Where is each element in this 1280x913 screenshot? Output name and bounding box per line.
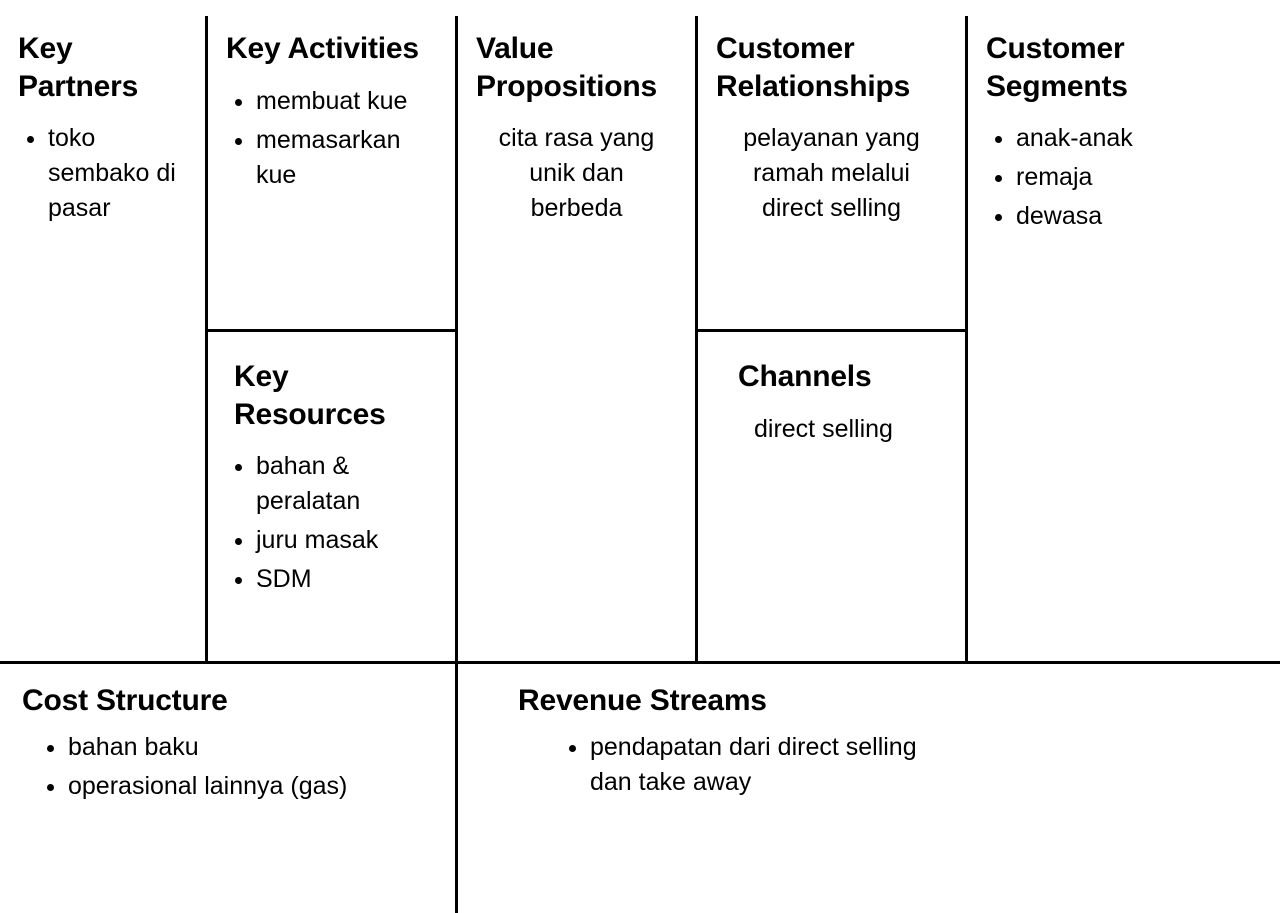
list-item: anak-anak	[1016, 121, 1262, 156]
list-item: memasarkan kue	[256, 123, 437, 193]
text-customer-relationships: pelayanan yang ramah melalui direct sell…	[716, 121, 947, 226]
list-item: remaja	[1016, 160, 1262, 195]
block-channels: Channels direct selling	[698, 332, 968, 664]
list-item: juru masak	[256, 523, 437, 558]
heading-key-resources: Key Resources	[226, 358, 437, 433]
block-cost-structure: Cost Structure bahan baku operasional la…	[0, 664, 458, 913]
heading-key-partners: Key Partners	[18, 30, 187, 105]
list-item: bahan & peralatan	[256, 449, 437, 519]
block-customer-relationships: Customer Relationships pelayanan yang ra…	[698, 16, 968, 332]
heading-key-activities: Key Activities	[226, 30, 437, 68]
list-customer-segments: anak-anak remaja dewasa	[986, 121, 1262, 234]
bmc-grid: Key Partners toko sembako di pasar Key A…	[0, 16, 1280, 913]
list-key-partners: toko sembako di pasar	[18, 121, 187, 226]
list-key-resources: bahan & peralatan juru masak SDM	[226, 449, 437, 597]
heading-value-propositions: Value Propositions	[476, 30, 677, 105]
business-model-canvas: Key Partners toko sembako di pasar Key A…	[0, 0, 1280, 913]
block-value-propositions: Value Propositions cita rasa yang unik d…	[458, 16, 698, 664]
block-key-partners: Key Partners toko sembako di pasar	[0, 16, 208, 664]
heading-channels: Channels	[716, 358, 947, 396]
heading-cost-structure: Cost Structure	[22, 682, 437, 720]
block-key-activities: Key Activities membuat kue memasarkan ku…	[208, 16, 458, 332]
block-key-resources: Key Resources bahan & peralatan juru mas…	[208, 332, 458, 664]
list-item: bahan baku	[68, 730, 437, 765]
heading-revenue-streams: Revenue Streams	[518, 682, 1262, 720]
heading-customer-segments: Customer Segments	[986, 30, 1262, 105]
list-item: SDM	[256, 562, 437, 597]
list-item: operasional lainnya (gas)	[68, 769, 437, 804]
list-item: membuat kue	[256, 84, 437, 119]
list-key-activities: membuat kue memasarkan kue	[226, 84, 437, 193]
block-customer-segments: Customer Segments anak-anak remaja dewas…	[968, 16, 1280, 664]
list-item: pendapatan dari direct selling dan take …	[590, 730, 948, 800]
text-channels: direct selling	[716, 412, 947, 447]
text-value-propositions: cita rasa yang unik dan berbeda	[476, 121, 677, 226]
list-item: dewasa	[1016, 199, 1262, 234]
list-item: toko sembako di pasar	[48, 121, 187, 226]
list-revenue-streams: pendapatan dari direct selling dan take …	[518, 730, 948, 800]
block-revenue-streams: Revenue Streams pendapatan dari direct s…	[458, 664, 1280, 913]
heading-customer-relationships: Customer Relationships	[716, 30, 947, 105]
list-cost-structure: bahan baku operasional lainnya (gas)	[22, 730, 437, 804]
